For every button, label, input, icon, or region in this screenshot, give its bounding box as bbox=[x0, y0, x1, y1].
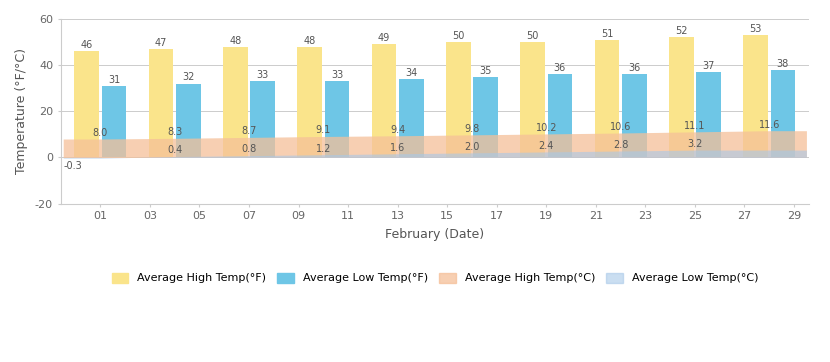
Bar bbox=[101, 86, 126, 157]
X-axis label: February (Date): February (Date) bbox=[385, 228, 485, 241]
Text: 38: 38 bbox=[777, 59, 789, 69]
Text: 46: 46 bbox=[81, 40, 93, 50]
Legend: Average High Temp(°F), Average Low Temp(°F), Average High Temp(°C), Average Low : Average High Temp(°F), Average Low Temp(… bbox=[107, 268, 763, 288]
Text: 53: 53 bbox=[749, 24, 762, 34]
Text: 9.1: 9.1 bbox=[315, 125, 331, 135]
Text: -0.3: -0.3 bbox=[64, 161, 82, 171]
Text: 9.8: 9.8 bbox=[464, 124, 480, 134]
Bar bbox=[75, 51, 99, 157]
Text: 1.6: 1.6 bbox=[390, 143, 405, 153]
Bar bbox=[446, 42, 471, 157]
Text: 0.8: 0.8 bbox=[242, 144, 256, 155]
Text: 8.7: 8.7 bbox=[242, 126, 256, 136]
Text: 10.6: 10.6 bbox=[610, 122, 632, 132]
Bar bbox=[176, 84, 201, 157]
Text: 33: 33 bbox=[331, 70, 343, 80]
Bar bbox=[149, 49, 173, 157]
Text: 11.1: 11.1 bbox=[684, 121, 706, 131]
Bar bbox=[622, 74, 647, 157]
Text: 2.0: 2.0 bbox=[464, 142, 480, 152]
Text: 36: 36 bbox=[628, 63, 641, 73]
Text: 34: 34 bbox=[405, 68, 417, 78]
Text: 52: 52 bbox=[675, 26, 687, 36]
Bar bbox=[770, 70, 795, 157]
Bar bbox=[223, 47, 248, 157]
Text: 2.8: 2.8 bbox=[613, 140, 628, 150]
Text: 11.6: 11.6 bbox=[759, 119, 780, 130]
Text: 48: 48 bbox=[229, 35, 242, 46]
Bar bbox=[399, 79, 423, 157]
Text: 2.4: 2.4 bbox=[539, 141, 554, 151]
Text: 50: 50 bbox=[526, 31, 539, 41]
Bar bbox=[520, 42, 545, 157]
Text: 50: 50 bbox=[452, 31, 465, 41]
Text: 51: 51 bbox=[601, 29, 613, 39]
Bar bbox=[297, 47, 322, 157]
Text: 33: 33 bbox=[256, 70, 269, 80]
Bar bbox=[548, 74, 573, 157]
Text: 31: 31 bbox=[108, 75, 120, 85]
Bar bbox=[325, 81, 349, 157]
Text: 35: 35 bbox=[480, 66, 492, 76]
Text: 9.4: 9.4 bbox=[390, 125, 405, 135]
Bar bbox=[669, 37, 694, 157]
Bar bbox=[594, 40, 619, 157]
Y-axis label: Temperature (°F/°C): Temperature (°F/°C) bbox=[15, 48, 28, 174]
Bar bbox=[696, 72, 721, 157]
Text: 3.2: 3.2 bbox=[687, 139, 703, 149]
Text: 1.2: 1.2 bbox=[315, 144, 331, 153]
Bar bbox=[250, 81, 275, 157]
Text: 32: 32 bbox=[182, 72, 194, 83]
Bar bbox=[743, 35, 768, 157]
Text: 49: 49 bbox=[378, 33, 390, 43]
Text: 0.4: 0.4 bbox=[167, 146, 183, 155]
Text: 48: 48 bbox=[304, 35, 316, 46]
Text: 8.3: 8.3 bbox=[167, 127, 183, 137]
Text: 37: 37 bbox=[702, 61, 715, 71]
Text: 47: 47 bbox=[155, 38, 167, 48]
Text: 10.2: 10.2 bbox=[535, 123, 557, 133]
Text: 8.0: 8.0 bbox=[93, 128, 108, 138]
Bar bbox=[473, 77, 498, 157]
Bar bbox=[372, 45, 397, 157]
Text: 36: 36 bbox=[554, 63, 566, 73]
